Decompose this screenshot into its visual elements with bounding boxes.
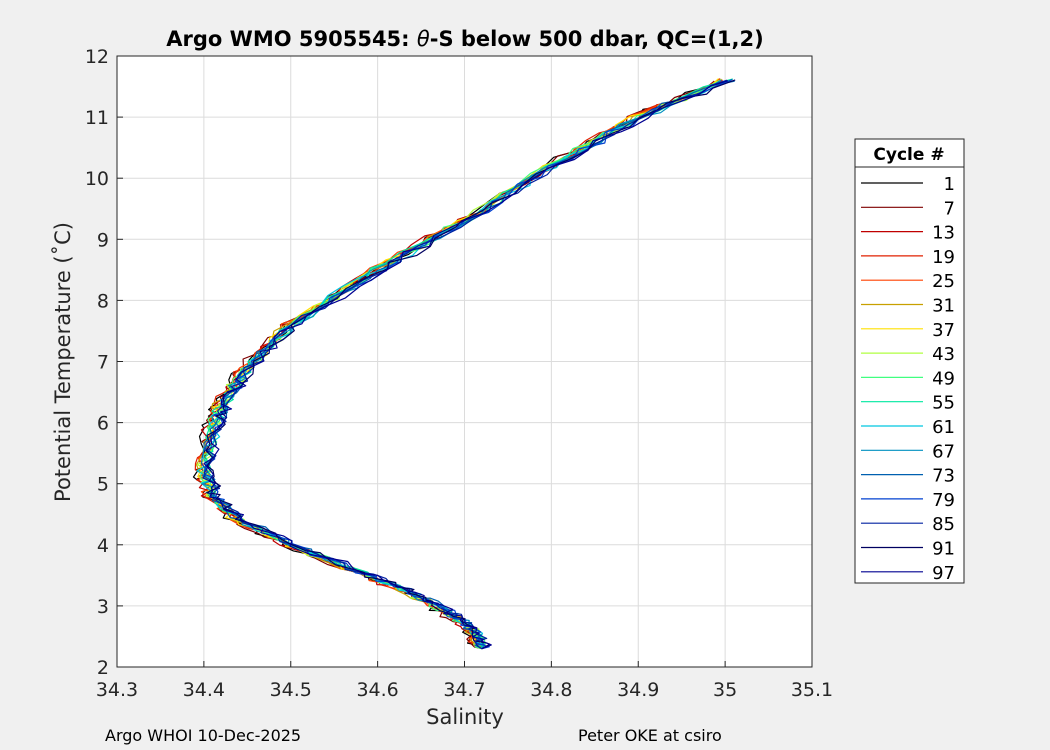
profile-lines [192, 78, 736, 650]
y-tick-label: 6 [97, 413, 109, 435]
legend-label: 31 [932, 296, 955, 317]
y-axis-label: Potential Temperature (˚C) [51, 222, 75, 502]
x-tick-label: 34.3 [96, 679, 138, 701]
legend-items: 1 7 13 19 25 31 37 43 49 55 61 67 73 79 85 91 97 [861, 174, 955, 584]
legend-label: 19 [932, 247, 955, 268]
x-tick-label: 34.8 [530, 679, 572, 701]
profile-line-cycle-91 [205, 79, 736, 650]
legend-label: 67 [932, 441, 955, 462]
legend-label: 73 [932, 466, 955, 487]
legend-label: 13 [932, 223, 955, 244]
x-tick-label: 34.9 [617, 679, 659, 701]
x-axis-label: Salinity [426, 705, 504, 729]
x-tick-label: 34.5 [270, 679, 312, 701]
x-tick-label: 35.1 [791, 679, 833, 701]
x-tick-label: 34.6 [356, 679, 398, 701]
footer-right: Peter OKE at csiro [578, 726, 722, 745]
y-tick-label: 2 [97, 657, 109, 679]
legend-label: 1 [944, 174, 955, 195]
legend-label: 91 [932, 539, 955, 560]
y-tick-label: 3 [97, 596, 109, 618]
legend-label: 43 [932, 344, 955, 365]
profile-line-cycle-97 [203, 80, 729, 650]
legend-label: 79 [932, 490, 955, 511]
y-tick-label: 9 [97, 229, 109, 251]
y-tick-label: 7 [97, 352, 109, 374]
legend-label: 25 [932, 271, 955, 292]
legend-label: 49 [932, 368, 955, 389]
y-tick-label: 5 [97, 474, 109, 496]
legend-label: 37 [932, 320, 955, 341]
y-tick-label: 4 [97, 535, 109, 557]
y-ticks: 2 3 4 5 6 7 8 9 10 11 12 [85, 46, 123, 679]
legend-label: 85 [932, 514, 955, 535]
legend-label: 7 [944, 198, 955, 219]
y-tick-label: 12 [85, 46, 109, 68]
legend-label: 61 [932, 417, 955, 438]
legend-label: 97 [932, 563, 955, 584]
y-tick-label: 10 [85, 168, 109, 190]
legend-label: 55 [932, 393, 955, 414]
x-tick-label: 34.4 [183, 679, 225, 701]
chart-title: Argo WMO 5905545: θ-S below 500 dbar, QC… [166, 27, 763, 51]
x-tick-label: 35 [713, 679, 737, 701]
y-tick-label: 8 [97, 290, 109, 312]
footer-left: Argo WHOI 10-Dec-2025 [105, 726, 301, 745]
x-tick-label: 34.7 [443, 679, 485, 701]
legend: Cycle # 1 7 13 19 25 31 37 43 49 55 61 67 73 79 85 91 97 [854, 138, 965, 584]
y-tick-label: 11 [85, 107, 109, 129]
legend-title: Cycle # [873, 145, 944, 165]
legend-box [854, 138, 965, 584]
x-ticks: 34.3 34.4 34.5 34.6 34.7 34.8 34.9 35 35.1 [96, 661, 833, 701]
